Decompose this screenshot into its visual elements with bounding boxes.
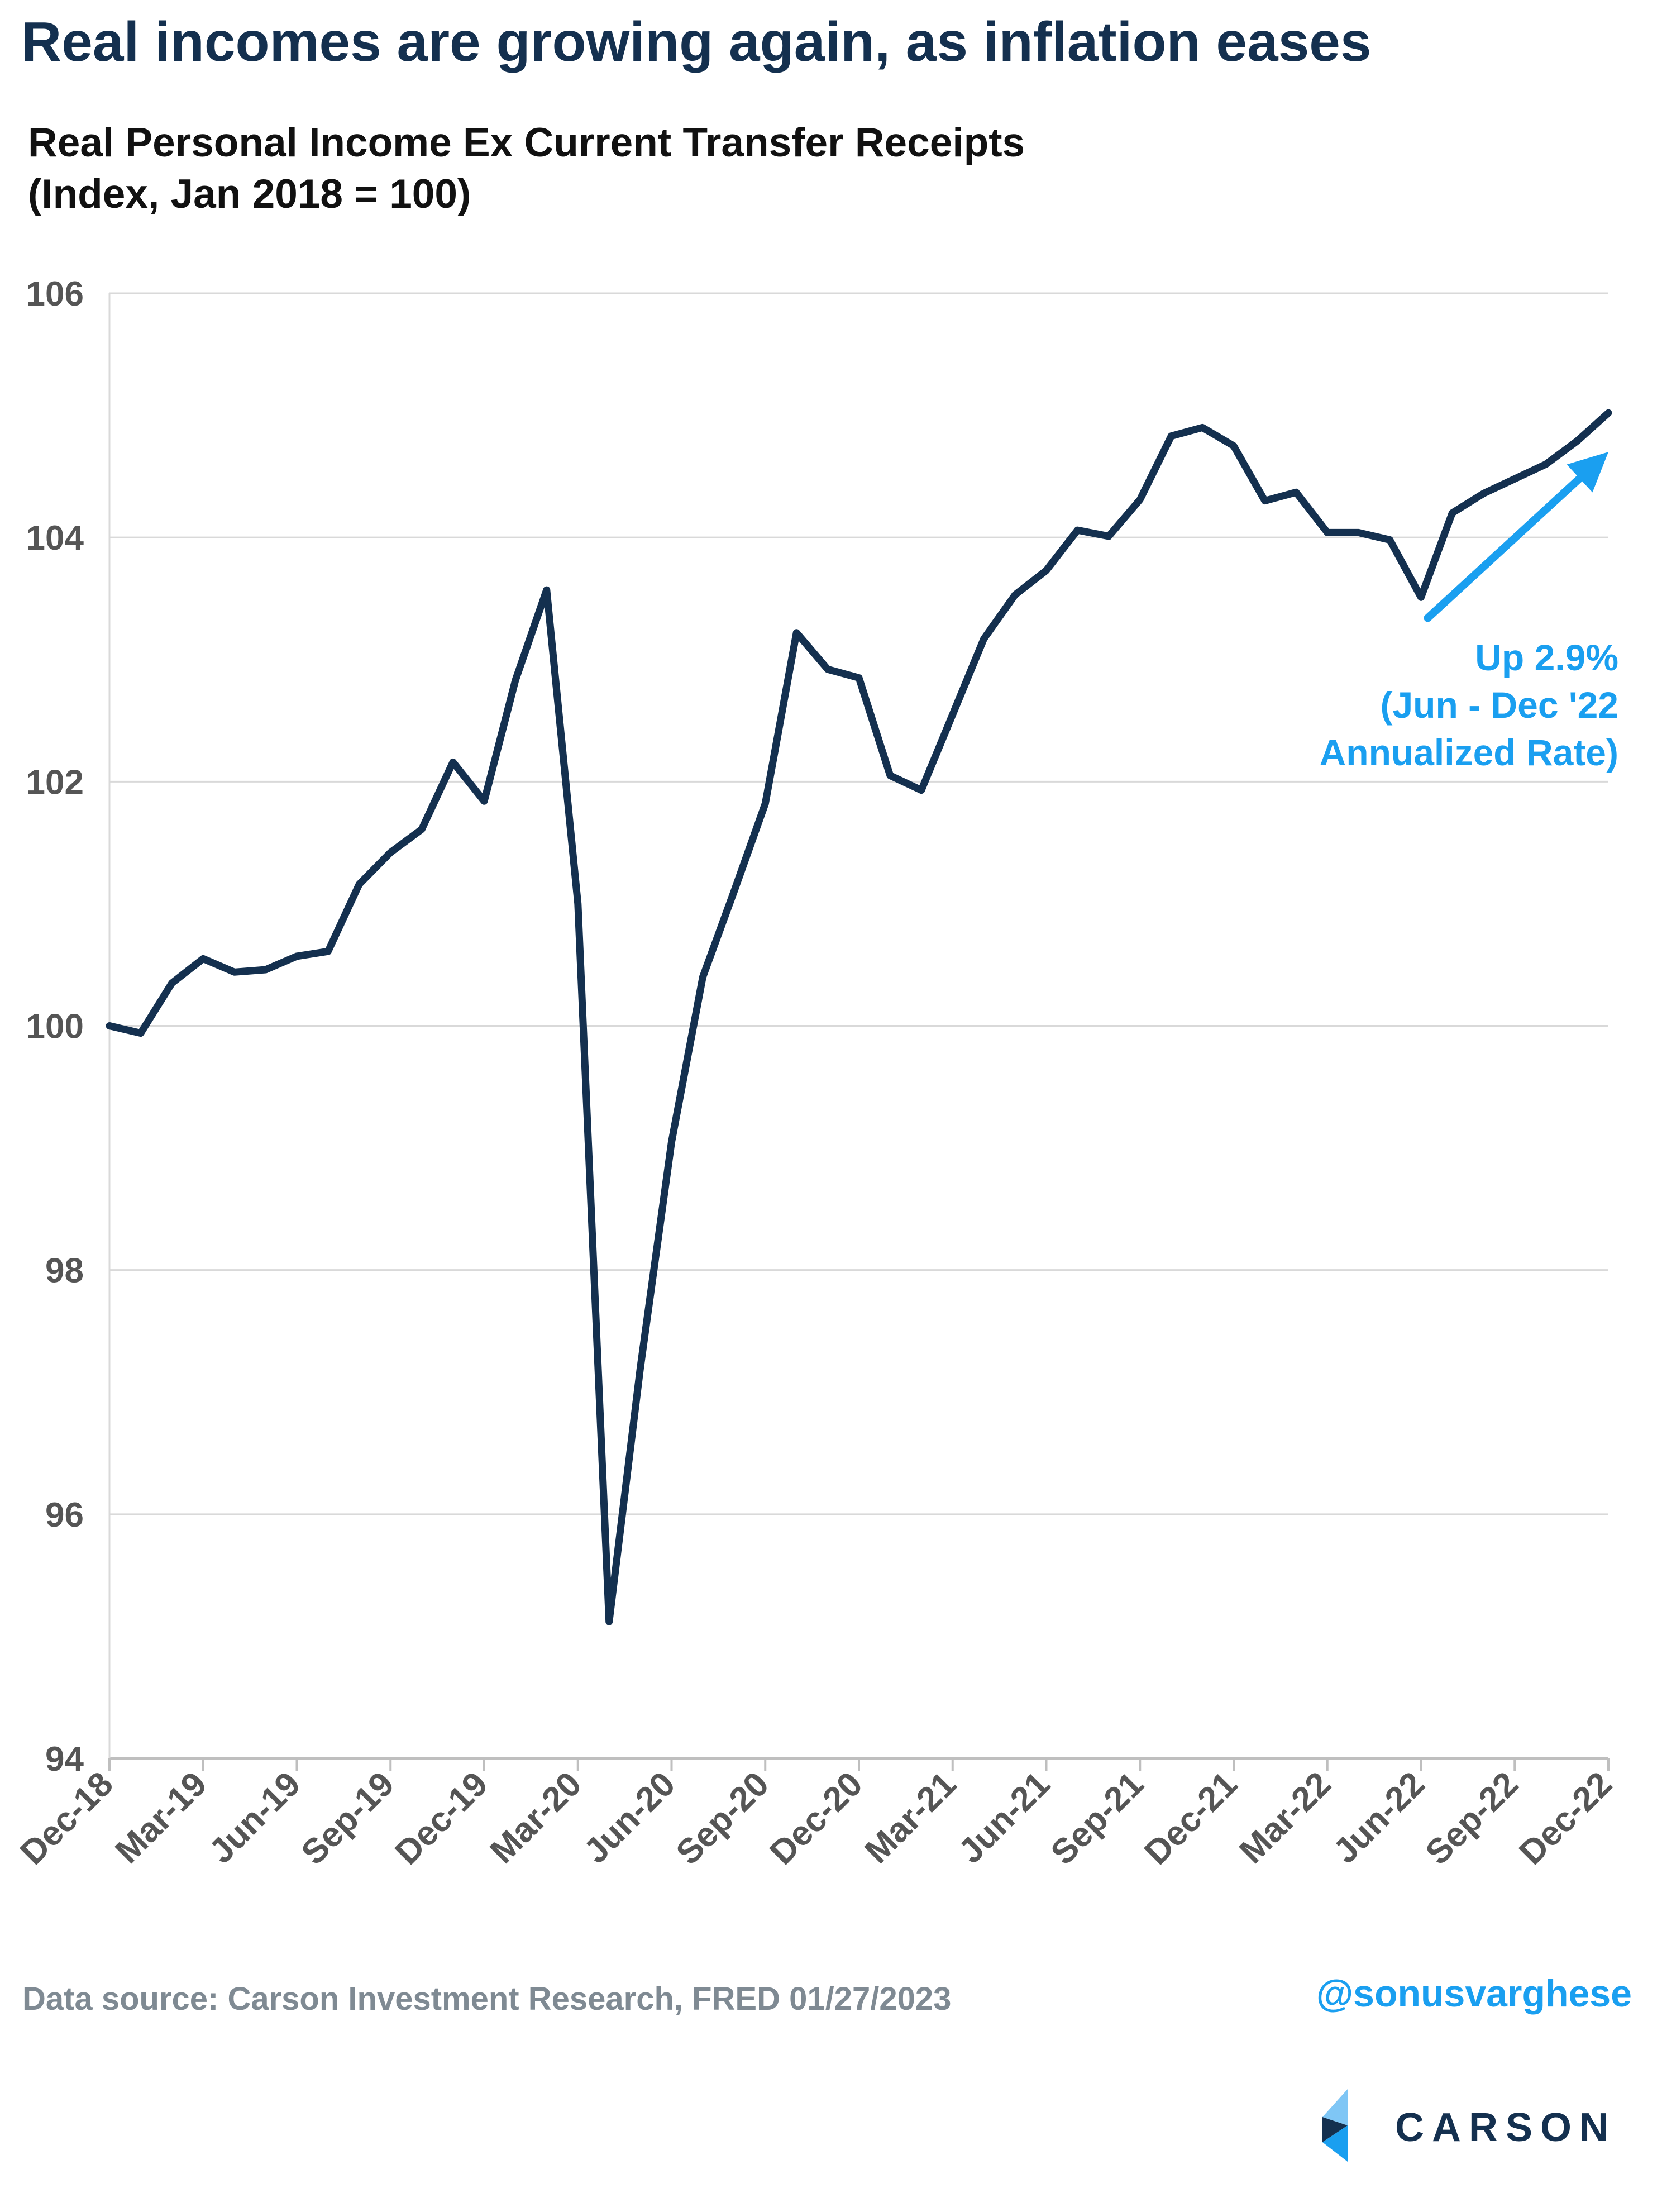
x-tick-label: Sep-19: [294, 1765, 402, 1872]
x-tick-label: Sep-20: [669, 1765, 777, 1872]
x-tick-label: Dec-19: [388, 1765, 495, 1872]
series-line: [106, 409, 1612, 1625]
x-tick-label: Sep-21: [1044, 1765, 1152, 1872]
x-tick-label: Jun-19: [202, 1765, 308, 1871]
x-tick-label: Dec-21: [1137, 1765, 1245, 1872]
x-tick-label: Mar-20: [483, 1765, 589, 1871]
y-tick-label: 102: [26, 763, 84, 802]
x-tick-label: Mar-21: [858, 1765, 964, 1871]
x-tick-label: Dec-20: [762, 1765, 870, 1872]
y-tick-label: 96: [45, 1496, 84, 1534]
annotation-text-line: Annualized Rate): [1320, 732, 1618, 773]
carson-logo: CARSON: [1317, 2084, 1630, 2167]
y-tick-label: 98: [45, 1252, 84, 1290]
carson-logo-text: CARSON: [1395, 2105, 1617, 2150]
subtitle-line-2: (Index, Jan 2018 = 100): [28, 171, 471, 217]
series-group: [106, 409, 1612, 1625]
headline: Real incomes are growing again, as infla…: [21, 11, 1372, 73]
y-tick-label: 104: [26, 519, 84, 557]
x-tick-label: Dec-18: [13, 1765, 121, 1872]
x-tick-label: Dec-22: [1512, 1765, 1620, 1872]
x-tick-label: Mar-22: [1233, 1765, 1339, 1871]
x-tick-label: Mar-19: [108, 1765, 214, 1871]
carson-logo-mark-icon: [1322, 2089, 1348, 2162]
y-tick-label: 106: [26, 275, 84, 313]
y-tick-label: 100: [26, 1008, 84, 1046]
y-tick-label: 94: [45, 1740, 84, 1779]
x-axis-ticks: Dec-18Mar-19Jun-19Sep-19Dec-19Mar-20Jun-…: [13, 1758, 1620, 1872]
x-tick-label: Jun-21: [951, 1765, 1057, 1871]
annotation-group: Up 2.9% (Jun - Dec '22 Annualized Rate): [1320, 452, 1618, 773]
annotation-arrow-head: [1567, 452, 1608, 493]
x-tick-label: Jun-20: [576, 1765, 682, 1871]
chart-subtitle: Real Personal Income Ex Current Transfer…: [28, 117, 1025, 220]
data-source-note: Data source: Carson Investment Research,…: [22, 1981, 952, 2017]
gridlines: [109, 292, 1608, 1515]
x-tick-label: Jun-22: [1326, 1765, 1432, 1871]
annotation-arrow-shaft: [1424, 474, 1584, 622]
subtitle-line-1: Real Personal Income Ex Current Transfer…: [28, 120, 1025, 165]
y-axis-ticks: 94 96 98 100 102 104 106: [26, 275, 84, 1779]
x-tick-label: Sep-22: [1419, 1765, 1526, 1872]
annotation-text-line: (Jun - Dec '22: [1381, 684, 1619, 726]
author-handle[interactable]: @sonusvarghese: [1316, 1972, 1632, 2015]
annotation-text-line: Up 2.9%: [1475, 637, 1618, 678]
